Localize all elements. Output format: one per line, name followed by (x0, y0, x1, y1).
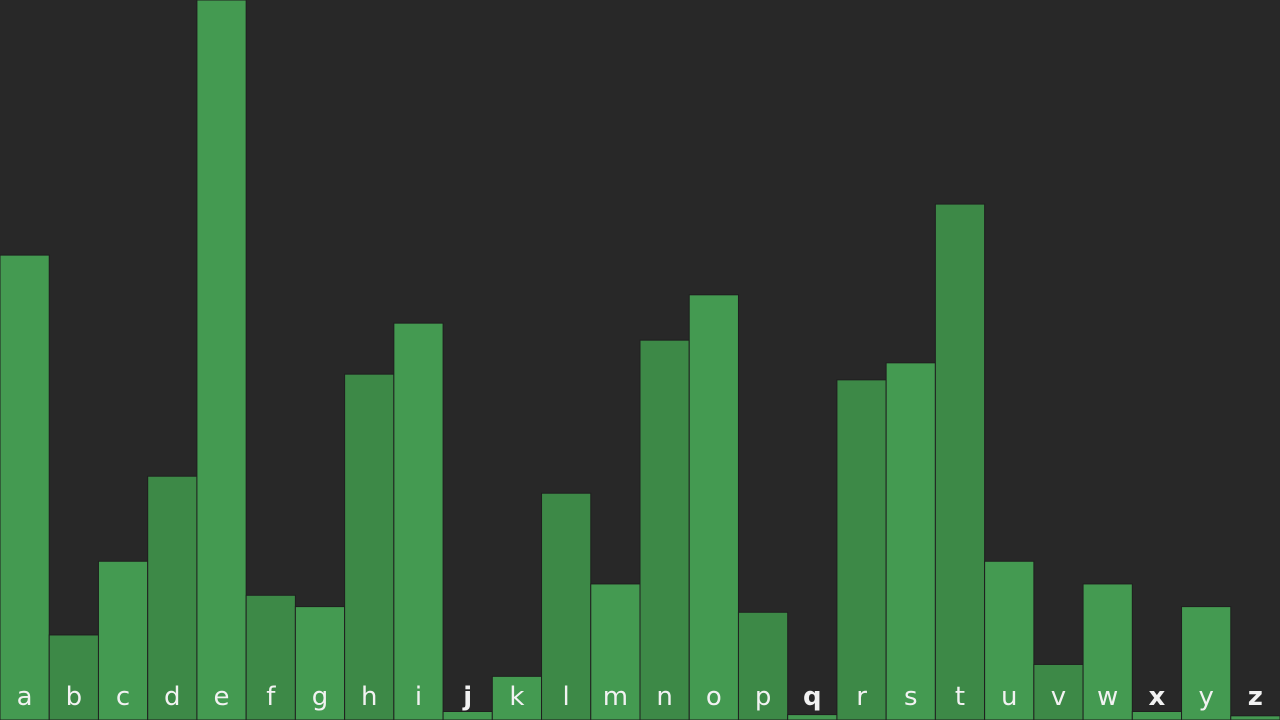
bar-h (344, 373, 395, 720)
tick-label-t: t (955, 682, 965, 712)
bar-o (688, 294, 739, 720)
bar-b (48, 634, 99, 720)
bar-p (737, 611, 789, 720)
bar-q (787, 714, 838, 720)
tick-label-k: k (509, 682, 524, 712)
tick-label-l: l (563, 682, 570, 712)
tick-label-j: j (462, 682, 472, 712)
bar-v (1033, 663, 1084, 720)
bar-c (97, 560, 149, 720)
tick-label-p: p (755, 682, 772, 712)
tick-label-g: g (312, 682, 329, 712)
tick-label-y: y (1198, 682, 1213, 712)
tick-label-a: a (17, 682, 33, 712)
bar-d (147, 475, 198, 720)
bar-s (885, 362, 936, 720)
tick-label-d: d (164, 682, 181, 712)
tick-label-z: z (1248, 682, 1263, 712)
bar-u (984, 560, 1035, 720)
bar-z (1230, 715, 1280, 720)
tick-label-r: r (856, 682, 867, 712)
tick-label-h: h (361, 682, 377, 712)
tick-label-f: f (266, 682, 276, 712)
bar-n (639, 339, 690, 720)
tick-label-c: c (116, 682, 130, 712)
bar-l (541, 492, 592, 720)
tick-label-b: b (66, 682, 83, 712)
tick-label-q: q (803, 682, 822, 712)
bar-f (245, 594, 296, 720)
tick-label-u: u (1001, 682, 1017, 712)
bar-i (393, 322, 444, 720)
tick-label-s: s (904, 682, 918, 712)
tick-label-w: w (1097, 682, 1118, 712)
bar-m (590, 583, 641, 720)
bar-t (934, 203, 986, 720)
tick-label-o: o (706, 682, 722, 712)
bar-a (0, 254, 50, 720)
tick-label-v: v (1051, 682, 1066, 712)
tick-label-x: x (1149, 682, 1166, 712)
bar-w (1082, 583, 1133, 720)
tick-label-i: i (415, 682, 422, 712)
bar-j (442, 711, 493, 720)
tick-label-m: m (603, 682, 628, 712)
bar-x (1131, 711, 1183, 720)
bar-r (836, 379, 887, 720)
tick-label-e: e (214, 682, 230, 712)
bar-e (196, 0, 247, 720)
bar-y (1181, 606, 1232, 720)
tick-label-n: n (656, 682, 672, 712)
